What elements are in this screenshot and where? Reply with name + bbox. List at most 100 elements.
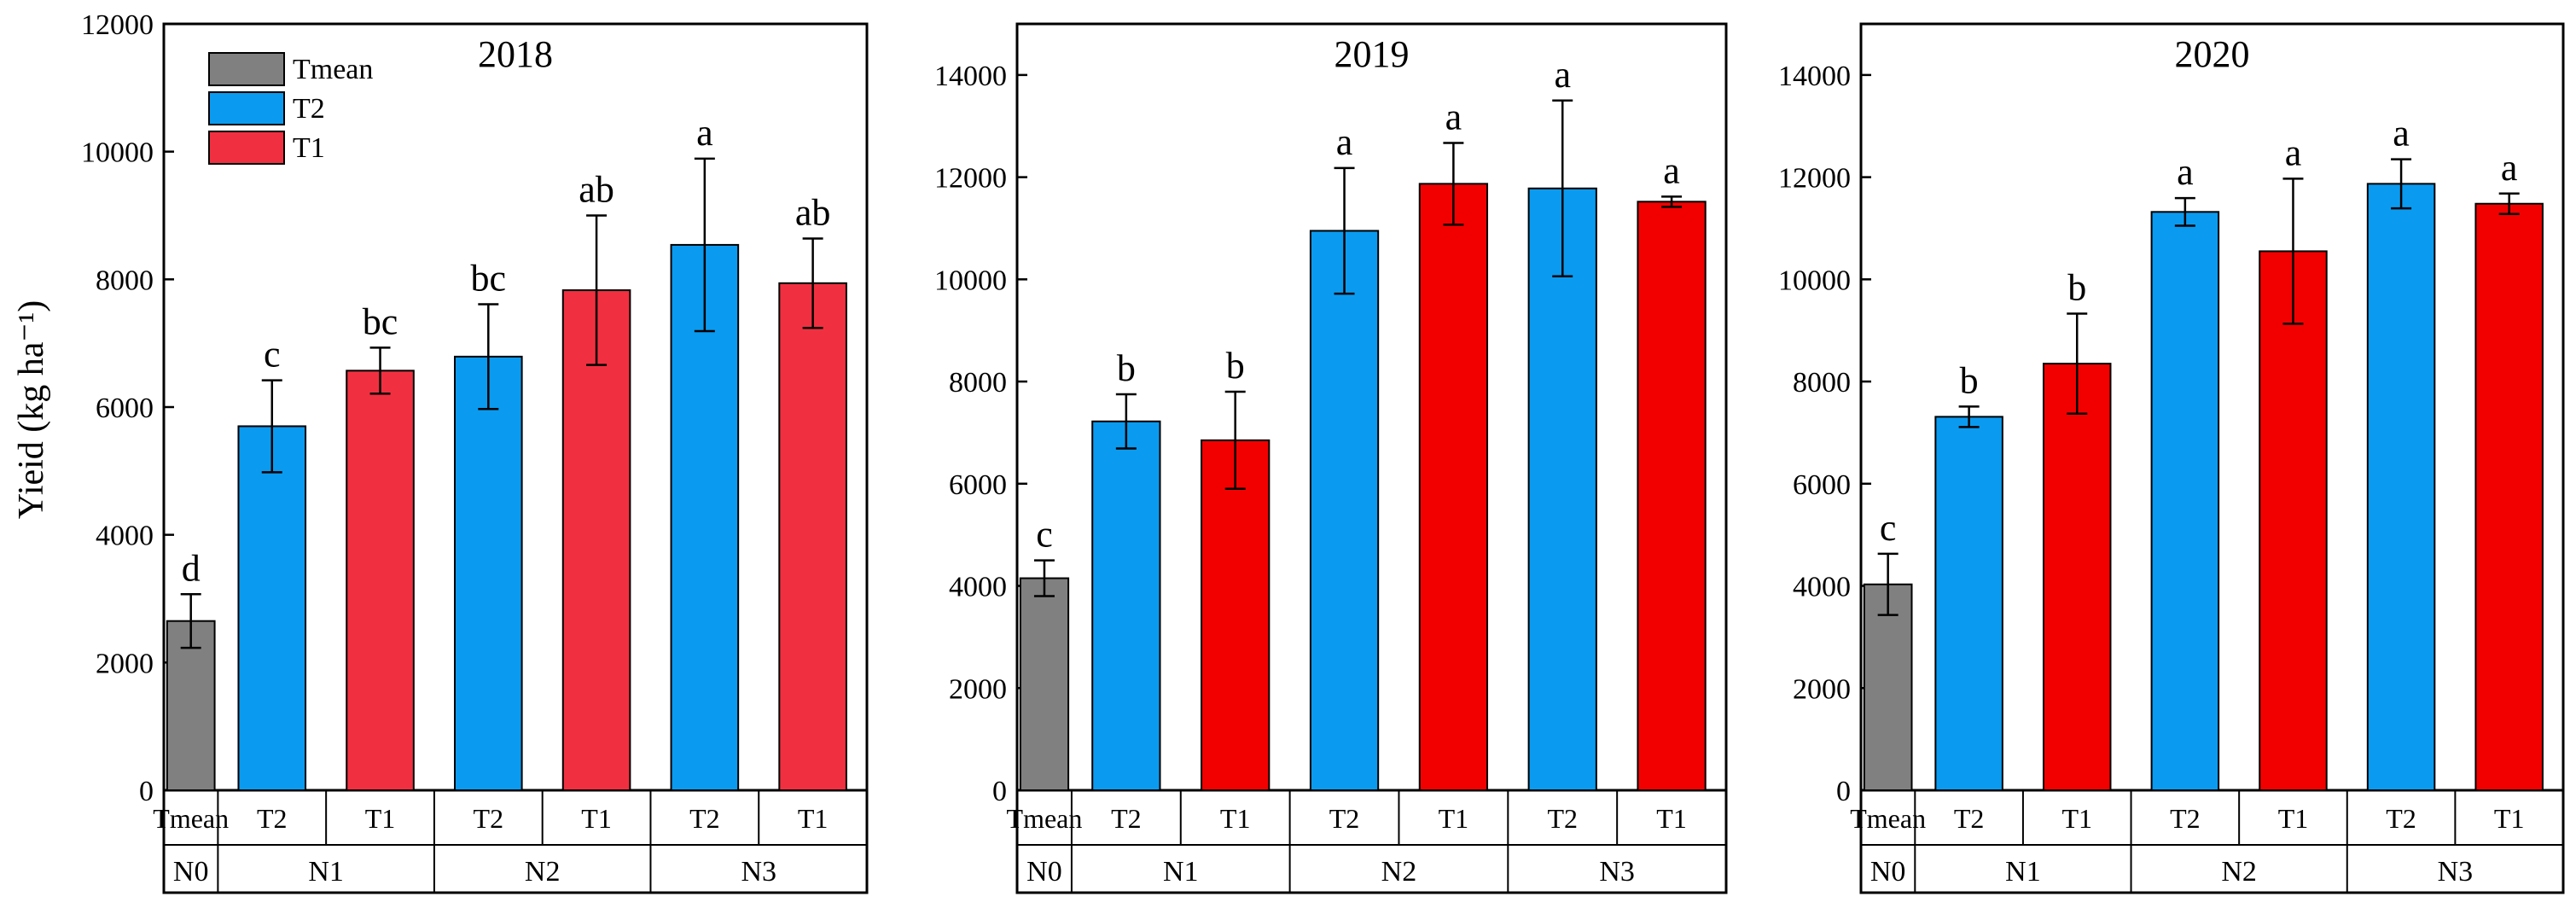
category-label: T2 (1329, 803, 1360, 834)
y-tick-label: 10000 (934, 265, 1007, 296)
significance-letter: a (2177, 151, 2194, 193)
category-label: T1 (581, 803, 612, 834)
bar (1527, 187, 1597, 791)
y-tick-label: 12000 (81, 9, 154, 41)
bar (1637, 201, 1707, 791)
significance-letter: c (1880, 507, 1897, 549)
bar (1863, 583, 1913, 791)
category-label: T2 (1547, 803, 1578, 834)
category-label: Tmean (153, 803, 229, 834)
y-tick-label: 4000 (949, 572, 1007, 603)
significance-letter: d (182, 547, 201, 589)
bar (1418, 183, 1489, 791)
y-tick-label: 2000 (949, 673, 1007, 705)
group-label: N1 (2005, 856, 2041, 888)
bar (2150, 211, 2220, 791)
category-label: T2 (474, 803, 504, 834)
significance-letter: a (2285, 131, 2302, 173)
group-label: N0 (173, 856, 209, 888)
category-label: Tmean (1007, 803, 1083, 834)
bar (2366, 183, 2436, 791)
group-label: N2 (1381, 856, 1417, 888)
y-tick-label: 8000 (1793, 367, 1851, 399)
group-label: N3 (1599, 856, 1635, 888)
y-tick-label: 12000 (934, 163, 1007, 195)
category-label: T1 (1656, 803, 1687, 834)
significance-letter: a (1554, 54, 1571, 96)
significance-letter: a (1336, 121, 1353, 163)
y-tick-label: 10000 (1778, 265, 1851, 296)
bar (2474, 202, 2544, 792)
significance-letter: a (2393, 113, 2410, 154)
bar (778, 282, 847, 792)
significance-letter: ab (795, 191, 831, 233)
bar (1309, 230, 1380, 791)
bar (1201, 439, 1271, 791)
category-label: T1 (365, 803, 396, 834)
y-tick-label: 0 (992, 776, 1007, 807)
y-tick-label: 0 (1836, 776, 1851, 807)
legend-label: T2 (293, 93, 325, 125)
y-tick-label: 14000 (934, 61, 1007, 92)
significance-letter: bc (471, 258, 507, 300)
y-tick-label: 4000 (1793, 572, 1851, 603)
group-label: N3 (741, 856, 776, 888)
bar (1019, 577, 1070, 792)
y-tick-label: 8000 (96, 265, 154, 296)
significance-letter: b (1117, 347, 1136, 389)
significance-letter: a (1445, 96, 1462, 137)
group-label: N2 (525, 856, 561, 888)
y-tick-label: 2000 (96, 648, 154, 679)
legend-label: T1 (293, 132, 325, 164)
significance-letter: b (2067, 266, 2086, 308)
y-tick-label: 6000 (949, 469, 1007, 501)
bar (346, 370, 415, 791)
category-label: T2 (257, 803, 288, 834)
bar (237, 425, 307, 791)
bar (2259, 250, 2328, 791)
group-label: N0 (1026, 856, 1062, 888)
y-tick-label: 10000 (81, 137, 154, 169)
legend-swatch (208, 131, 285, 165)
category-label: Tmean (1850, 803, 1926, 834)
category-label: T2 (2170, 803, 2201, 834)
y-tick-label: 14000 (1778, 61, 1851, 92)
significance-letter: a (2501, 147, 2518, 189)
plot-frame (162, 22, 869, 894)
category-label: T1 (2061, 803, 2092, 834)
group-label: N3 (2438, 856, 2474, 888)
bar (454, 355, 523, 791)
significance-letter: c (1036, 514, 1053, 556)
y-tick-label: 2000 (1793, 673, 1851, 705)
category-label: T1 (1220, 803, 1251, 834)
category-label: T2 (689, 803, 720, 834)
category-label: T2 (2386, 803, 2416, 834)
bar (561, 289, 631, 791)
legend-swatch (208, 91, 285, 125)
y-tick-label: 8000 (949, 367, 1007, 399)
group-label: N2 (2221, 856, 2257, 888)
bar (166, 620, 216, 791)
significance-letter: b (1960, 359, 1979, 401)
bar (1091, 420, 1161, 791)
significance-letter: b (1226, 345, 1245, 387)
category-label: T1 (798, 803, 829, 834)
y-axis-label: Yieid (kg ha⁻¹) (12, 300, 51, 519)
plot-frame (1859, 22, 2565, 894)
legend-swatch (208, 52, 285, 86)
y-tick-label: 12000 (1778, 163, 1851, 195)
panel-title: 2020 (2175, 33, 2250, 75)
category-label: T1 (2494, 803, 2525, 834)
y-tick-label: 6000 (96, 393, 154, 424)
group-label: N1 (308, 856, 344, 888)
category-label: T2 (1111, 803, 1142, 834)
plot-frame (1015, 22, 1728, 894)
bar (2042, 363, 2112, 791)
significance-letter: bc (363, 300, 398, 342)
y-tick-label: 0 (139, 776, 154, 807)
significance-letter: a (1663, 149, 1680, 191)
significance-letter: ab (579, 169, 614, 211)
y-tick-label: 6000 (1793, 469, 1851, 501)
